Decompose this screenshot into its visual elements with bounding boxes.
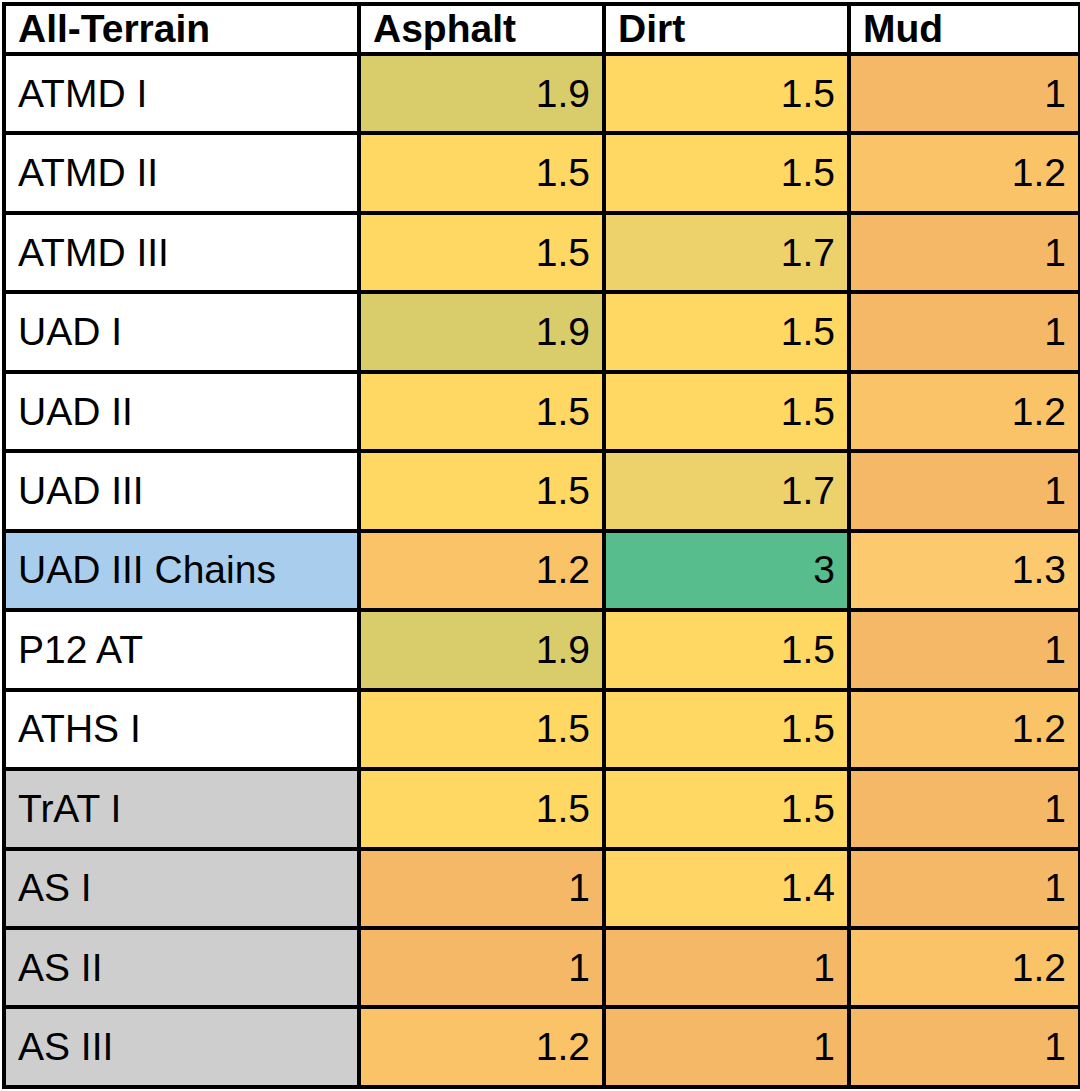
- row-label-as-iii[interactable]: AS III: [4, 1007, 359, 1087]
- column-header-all-terrain[interactable]: All-Terrain: [4, 4, 359, 54]
- spreadsheet-area: All-Terrain Asphalt Dirt Mud ATMD I1.91.…: [0, 0, 1080, 1091]
- table-body: ATMD I1.91.51ATMD II1.51.51.2ATMD III1.5…: [4, 54, 1080, 1087]
- value-cell[interactable]: 1.5: [359, 451, 604, 530]
- value-cell[interactable]: 1.5: [359, 372, 604, 451]
- value-cell[interactable]: 1: [849, 54, 1080, 133]
- value-cell[interactable]: 1.2: [359, 531, 604, 610]
- value-cell[interactable]: 1.5: [604, 372, 849, 451]
- value-cell[interactable]: 1.2: [849, 690, 1080, 769]
- value-cell[interactable]: 1: [604, 928, 849, 1007]
- value-cell[interactable]: 1.7: [604, 213, 849, 292]
- row-label-as-i[interactable]: AS I: [4, 849, 359, 928]
- value-cell[interactable]: 3: [604, 531, 849, 610]
- row-label-trat-i[interactable]: TrAT I: [4, 769, 359, 848]
- row-label-aths-i[interactable]: ATHS I: [4, 690, 359, 769]
- row-label-atmd-ii[interactable]: ATMD II: [4, 133, 359, 212]
- value-cell[interactable]: 1.3: [849, 531, 1080, 610]
- value-cell[interactable]: 1.9: [359, 292, 604, 371]
- column-header-mud[interactable]: Mud: [849, 4, 1080, 54]
- value-cell[interactable]: 1: [359, 849, 604, 928]
- value-cell[interactable]: 1.5: [359, 769, 604, 848]
- table-row: P12 AT1.91.51: [4, 610, 1080, 689]
- row-label-uad-iii[interactable]: UAD III: [4, 451, 359, 530]
- table-row: AS I11.41: [4, 849, 1080, 928]
- row-label-as-ii[interactable]: AS II: [4, 928, 359, 1007]
- value-cell[interactable]: 1.5: [604, 133, 849, 212]
- table-row: UAD III Chains1.231.3: [4, 531, 1080, 610]
- table-row: AS III1.211: [4, 1007, 1080, 1087]
- value-cell[interactable]: 1: [849, 610, 1080, 689]
- row-label-atmd-i[interactable]: ATMD I: [4, 54, 359, 133]
- table-row: UAD II1.51.51.2: [4, 372, 1080, 451]
- row-label-atmd-iii[interactable]: ATMD III: [4, 213, 359, 292]
- value-cell[interactable]: 1.5: [359, 133, 604, 212]
- value-cell[interactable]: 1: [849, 769, 1080, 848]
- value-cell[interactable]: 1: [849, 292, 1080, 371]
- value-cell[interactable]: 1.4: [604, 849, 849, 928]
- column-header-dirt[interactable]: Dirt: [604, 4, 849, 54]
- table-row: UAD I1.91.51: [4, 292, 1080, 371]
- value-cell[interactable]: 1.2: [849, 133, 1080, 212]
- header-row: All-Terrain Asphalt Dirt Mud: [4, 4, 1080, 54]
- value-cell[interactable]: 1.5: [604, 610, 849, 689]
- row-label-uad-ii[interactable]: UAD II: [4, 372, 359, 451]
- table-row: ATMD II1.51.51.2: [4, 133, 1080, 212]
- value-cell[interactable]: 1.5: [604, 292, 849, 371]
- value-cell[interactable]: 1.9: [359, 54, 604, 133]
- table-row: ATHS I1.51.51.2: [4, 690, 1080, 769]
- table-row: ATMD III1.51.71: [4, 213, 1080, 292]
- value-cell[interactable]: 1: [849, 451, 1080, 530]
- value-cell[interactable]: 1.2: [849, 372, 1080, 451]
- value-cell[interactable]: 1: [849, 213, 1080, 292]
- value-cell[interactable]: 1.5: [359, 690, 604, 769]
- value-cell[interactable]: 1.5: [359, 213, 604, 292]
- all-terrain-tire-table: All-Terrain Asphalt Dirt Mud ATMD I1.91.…: [2, 2, 1080, 1089]
- table-row: TrAT I1.51.51: [4, 769, 1080, 848]
- value-cell[interactable]: 1.5: [604, 54, 849, 133]
- row-label-uad-iii-chains[interactable]: UAD III Chains: [4, 531, 359, 610]
- value-cell[interactable]: 1: [849, 849, 1080, 928]
- table-row: UAD III1.51.71: [4, 451, 1080, 530]
- value-cell[interactable]: 1: [849, 1007, 1080, 1087]
- value-cell[interactable]: 1.5: [604, 769, 849, 848]
- value-cell[interactable]: 1: [604, 1007, 849, 1087]
- value-cell[interactable]: 1.9: [359, 610, 604, 689]
- table-row: ATMD I1.91.51: [4, 54, 1080, 133]
- row-label-uad-i[interactable]: UAD I: [4, 292, 359, 371]
- value-cell[interactable]: 1: [359, 928, 604, 1007]
- table-row: AS II111.2: [4, 928, 1080, 1007]
- value-cell[interactable]: 1.2: [849, 928, 1080, 1007]
- value-cell[interactable]: 1.2: [359, 1007, 604, 1087]
- value-cell[interactable]: 1.5: [604, 690, 849, 769]
- column-header-asphalt[interactable]: Asphalt: [359, 4, 604, 54]
- value-cell[interactable]: 1.7: [604, 451, 849, 530]
- row-label-p12-at[interactable]: P12 AT: [4, 610, 359, 689]
